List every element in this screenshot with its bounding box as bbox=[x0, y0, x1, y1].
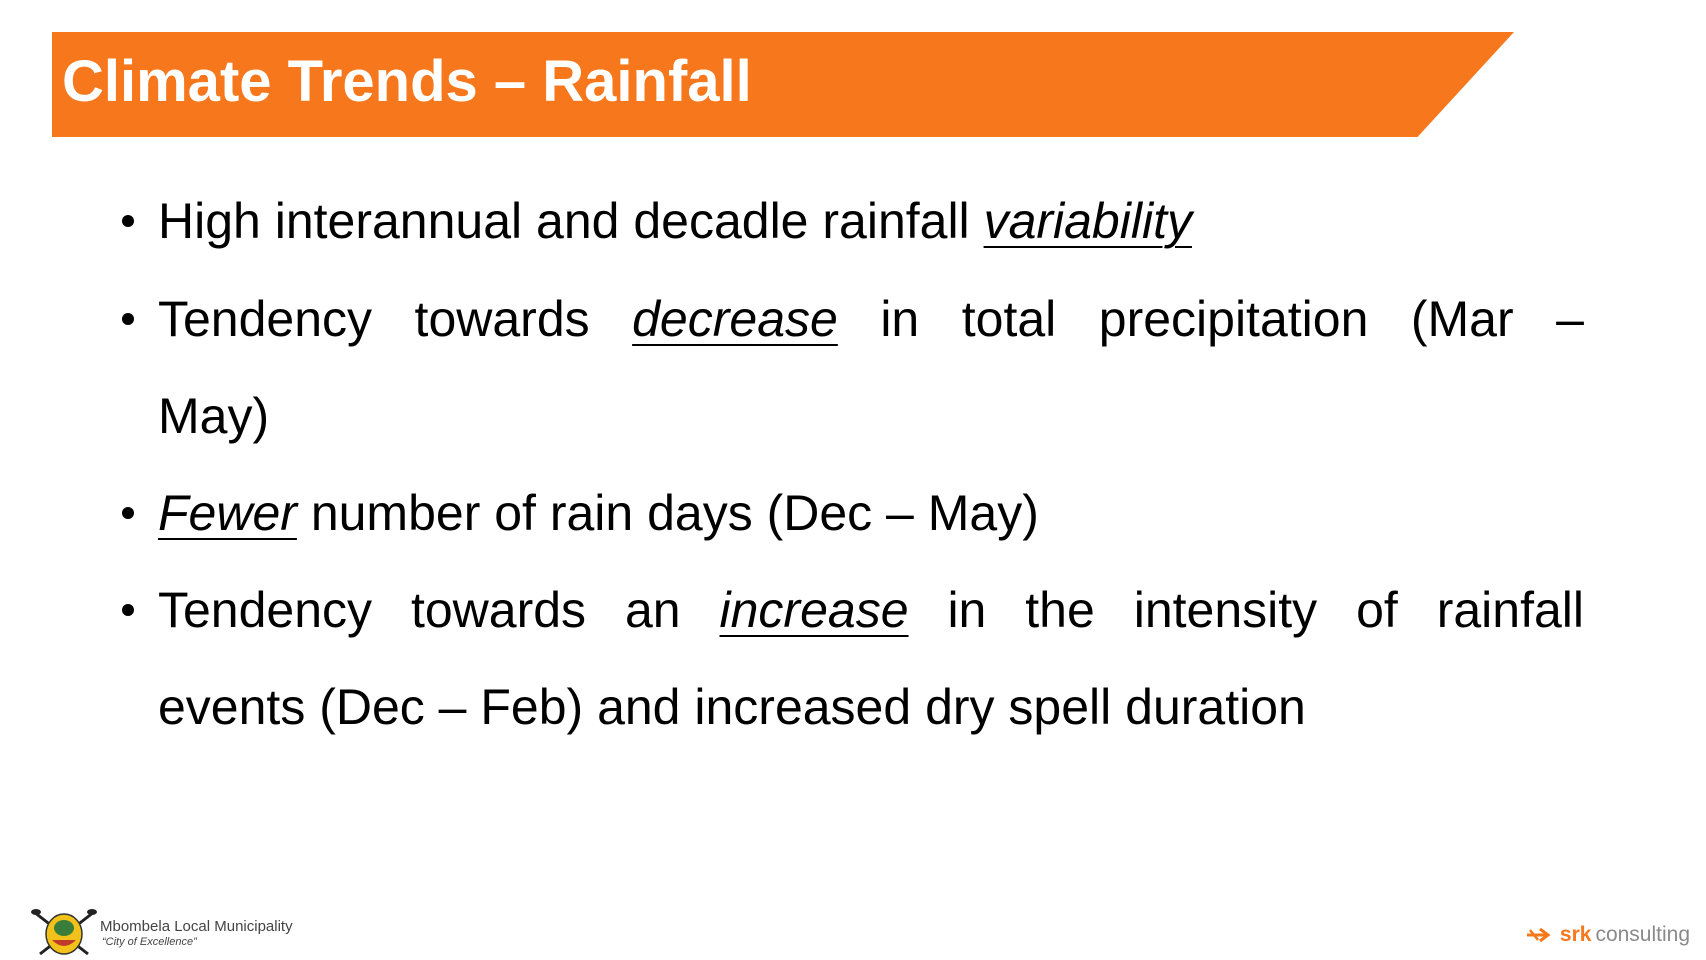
bullet-3-line: Fewer number of rain days (Dec – May) bbox=[158, 483, 1584, 543]
bullet-4-word: rainfall bbox=[1436, 582, 1584, 638]
bullet-2-word: (Mar bbox=[1410, 291, 1514, 347]
bullet-2-line: Tendency towards decrease in total preci… bbox=[158, 289, 1584, 349]
bullet-2-word: towards bbox=[414, 291, 590, 347]
srk-arrow-icon bbox=[1526, 927, 1551, 943]
srk-logo: srk consulting bbox=[1526, 920, 1690, 950]
municipality-tagline: “City of Excellence” bbox=[102, 936, 197, 948]
bullet-2-word: Tendency bbox=[158, 291, 373, 347]
bullet-2-emphasis: decrease bbox=[632, 291, 838, 347]
srk-brand: srk bbox=[1559, 923, 1592, 946]
title-banner bbox=[52, 32, 1514, 137]
bullet-dot bbox=[122, 604, 134, 616]
bullet-4-word: towards bbox=[410, 582, 587, 638]
bullet-4-line: Tendency towards an increase in the inte… bbox=[158, 580, 1584, 640]
bullet-1-text: High interannual and decadle rainfall bbox=[158, 193, 984, 249]
slide-title: Climate Trends – Rainfall bbox=[62, 49, 752, 114]
bullet-4-word: in bbox=[947, 582, 987, 638]
bullet-dot bbox=[122, 313, 134, 325]
srk-word: consulting bbox=[1595, 923, 1690, 946]
bullet-2-continuation: May) bbox=[158, 388, 270, 444]
bullet-1-emphasis: variability bbox=[983, 193, 1192, 249]
bullet-4-word: Tendency bbox=[158, 582, 373, 638]
bullet-4-word: an bbox=[624, 582, 681, 638]
bullet-dot bbox=[122, 507, 134, 519]
bullet-3-text: number of rain days (Dec – May) bbox=[296, 485, 1039, 541]
bullet-4-emphasis: increase bbox=[719, 582, 909, 638]
bullet-4-continuation: events (Dec – Feb) and increased dry spe… bbox=[158, 679, 1306, 735]
bullet-4-word: of bbox=[1356, 582, 1398, 638]
bullet-2-word: precipitation bbox=[1098, 291, 1369, 347]
bullet-4-word: intensity bbox=[1133, 582, 1318, 638]
municipality-name: Mbombela Local Municipality bbox=[100, 918, 293, 935]
bullet-1-line: High interannual and decadle rainfall va… bbox=[158, 191, 1584, 251]
bullet-2-word: in bbox=[880, 291, 920, 347]
bullet-dot bbox=[122, 215, 134, 227]
bullet-2-word: – bbox=[1556, 291, 1584, 347]
bullet-2-word: total bbox=[961, 291, 1057, 347]
bullet-4-word: the bbox=[1025, 582, 1095, 638]
bullet-3-emphasis: Fewer bbox=[158, 485, 297, 541]
municipal-crest-icon bbox=[31, 909, 97, 956]
